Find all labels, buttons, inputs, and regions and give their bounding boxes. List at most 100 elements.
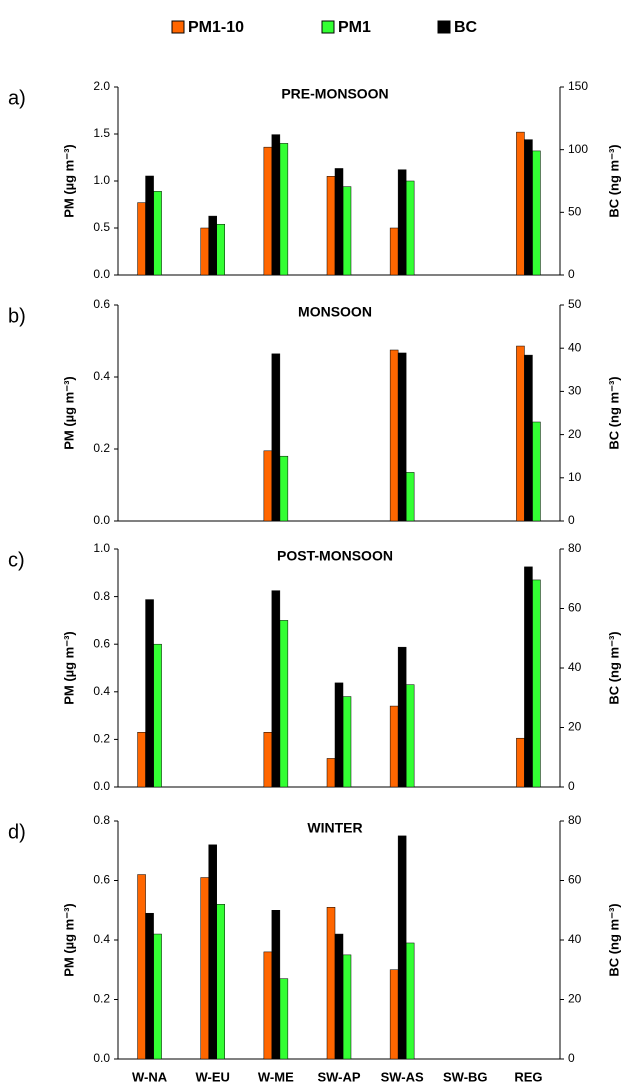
- bar: [405, 684, 415, 788]
- y-tick-label: 0.5: [93, 220, 110, 234]
- bar: [342, 696, 352, 788]
- y2-axis-title: BC (ng m⁻³): [606, 144, 621, 217]
- y2-tick-label: 0: [568, 779, 575, 793]
- bar: [200, 877, 209, 1060]
- bar: [271, 910, 281, 1060]
- panel-label: d): [8, 821, 26, 843]
- y-axis-title: PM (µg m⁻³): [61, 903, 76, 977]
- y2-axis-title: BC (ng m⁻³): [606, 903, 621, 976]
- bar: [524, 139, 533, 276]
- x-tick-label: SW-BG: [443, 1069, 488, 1084]
- y-tick-label: 0.0: [93, 513, 110, 527]
- y-axis-title: PM (µg m⁻³): [61, 376, 76, 450]
- bar: [516, 131, 525, 276]
- y-axis-title: PM (µg m⁻³): [61, 631, 76, 705]
- bar: [516, 737, 525, 788]
- bar: [326, 907, 336, 1060]
- bar: [389, 227, 399, 276]
- bar: [279, 143, 289, 276]
- y-tick-label: 0.4: [93, 369, 110, 383]
- bar: [216, 904, 225, 1060]
- bar: [524, 566, 533, 788]
- legend-label: PM1: [338, 19, 371, 36]
- legend-label: PM1-10: [188, 19, 244, 36]
- y2-tick-label: 20: [568, 720, 582, 734]
- y2-tick-label: 50: [568, 205, 582, 219]
- bar: [532, 421, 541, 522]
- x-tick-label: REG: [514, 1069, 542, 1084]
- y-tick-label: 1.0: [93, 173, 110, 187]
- y-tick-label: 0.4: [93, 932, 110, 946]
- bar: [405, 180, 415, 276]
- x-tick-label: SW-AP: [317, 1069, 360, 1084]
- x-tick-label: W-NA: [132, 1069, 168, 1084]
- y-tick-label: 0.2: [93, 992, 110, 1006]
- bar: [405, 942, 415, 1060]
- bar: [532, 150, 541, 276]
- y2-tick-label: 30: [568, 384, 582, 398]
- bar: [208, 215, 217, 276]
- bar: [397, 646, 407, 788]
- y-tick-label: 1.5: [93, 126, 110, 140]
- y-tick-label: 0.8: [93, 589, 110, 603]
- bar: [200, 227, 209, 276]
- bar: [145, 912, 154, 1060]
- y-tick-label: 0.6: [93, 873, 110, 887]
- bar: [153, 933, 162, 1060]
- y-tick-label: 1.0: [93, 541, 110, 555]
- bar: [216, 223, 225, 276]
- y2-axis-title: BC (ng m⁻³): [606, 631, 621, 704]
- bar: [334, 933, 344, 1060]
- bar: [334, 168, 344, 276]
- y2-tick-label: 20: [568, 992, 582, 1006]
- y2-tick-label: 80: [568, 541, 582, 555]
- y2-tick-label: 40: [568, 932, 582, 946]
- bar: [271, 590, 281, 788]
- bar: [342, 186, 352, 276]
- bar: [263, 951, 273, 1060]
- y2-tick-label: 40: [568, 340, 582, 354]
- y2-axis-title: BC (ng m⁻³): [606, 376, 621, 449]
- bar: [208, 844, 217, 1060]
- bar: [263, 146, 273, 276]
- legend-swatch: [437, 20, 451, 34]
- panel-title: POST-MONSOON: [277, 548, 393, 564]
- y-tick-label: 2.0: [93, 79, 110, 93]
- x-tick-label: W-EU: [196, 1069, 230, 1084]
- bar: [145, 599, 154, 788]
- panel-label: b): [8, 305, 26, 327]
- bar: [397, 169, 407, 276]
- y-tick-label: 0.8: [93, 813, 110, 827]
- bar: [524, 354, 533, 522]
- bar: [389, 349, 399, 522]
- bar: [516, 345, 525, 522]
- y-tick-label: 0.6: [93, 297, 110, 311]
- bar: [153, 643, 162, 788]
- y-tick-label: 0.2: [93, 441, 110, 455]
- bar: [263, 450, 273, 522]
- bar: [342, 954, 352, 1060]
- x-tick-label: W-ME: [258, 1069, 294, 1084]
- bar: [279, 978, 289, 1060]
- bar: [389, 705, 399, 788]
- y2-tick-label: 0: [568, 1051, 575, 1065]
- y-tick-label: 0.4: [93, 684, 110, 698]
- y2-tick-label: 10: [568, 470, 582, 484]
- x-tick-label: SW-AS: [381, 1069, 424, 1084]
- bar: [334, 682, 344, 788]
- y-axis-title: PM (µg m⁻³): [61, 144, 76, 218]
- panel-label: c): [8, 549, 25, 571]
- panel-title: PRE-MONSOON: [281, 86, 388, 102]
- bar: [137, 202, 146, 276]
- bar: [153, 191, 162, 276]
- y2-tick-label: 0: [568, 513, 575, 527]
- bar: [137, 732, 146, 788]
- y-tick-label: 0.0: [93, 1051, 110, 1065]
- panel-title: WINTER: [307, 820, 362, 836]
- y-tick-label: 0.0: [93, 779, 110, 793]
- y2-tick-label: 60: [568, 601, 582, 615]
- y2-tick-label: 60: [568, 873, 582, 887]
- bar: [397, 352, 407, 522]
- bar: [271, 353, 281, 522]
